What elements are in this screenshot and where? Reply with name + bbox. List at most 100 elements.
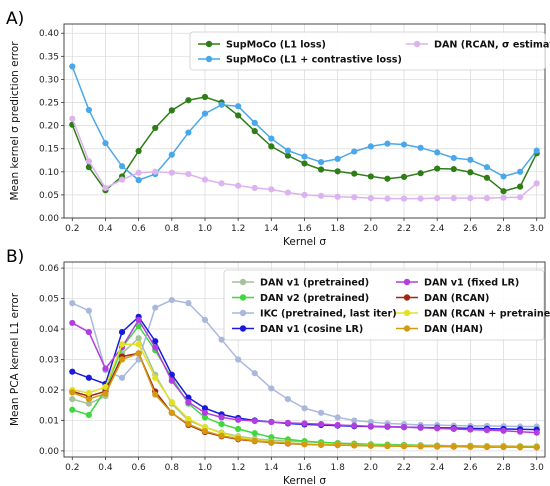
- legend-label: SupMoCo (L1 loss): [226, 40, 326, 51]
- data-point: [235, 112, 242, 119]
- data-point: [251, 184, 258, 192]
- series-2: [69, 115, 540, 202]
- data-point: [118, 328, 126, 336]
- data-point: [517, 183, 524, 190]
- data-point: [135, 350, 142, 357]
- y-tick-label: 0.01: [39, 416, 59, 426]
- legend-label: DAN (HAN): [424, 324, 483, 335]
- data-point: [334, 414, 341, 421]
- data-point: [69, 368, 76, 375]
- data-point: [102, 390, 109, 397]
- data-point: [201, 414, 209, 421]
- x-tick-label: 2.2: [397, 463, 411, 473]
- data-point: [301, 191, 308, 199]
- legend: DAN v1 (pretrained) DAN v2 (pretrained) IK…: [223, 269, 550, 341]
- data-point: [400, 195, 408, 202]
- data-point: [334, 193, 341, 200]
- data-point: [201, 428, 209, 435]
- data-point: [301, 160, 308, 167]
- data-point: [483, 195, 491, 202]
- data-point: [168, 151, 175, 158]
- data-point: [483, 174, 491, 181]
- data-point: [69, 115, 76, 122]
- x-tick-label: 1.4: [264, 463, 279, 473]
- data-point: [284, 396, 292, 403]
- x-tick-label: 2.0: [364, 463, 379, 473]
- data-point: [168, 409, 175, 416]
- data-point: [118, 163, 126, 170]
- data-point: [201, 405, 209, 412]
- data-point: [467, 443, 474, 451]
- data-point: [500, 443, 507, 451]
- data-point: [384, 195, 391, 202]
- legend-swatch-marker: [205, 55, 213, 63]
- data-point: [69, 396, 76, 403]
- data-point: [334, 168, 341, 175]
- data-point: [301, 153, 308, 160]
- data-point: [85, 396, 92, 403]
- data-point: [301, 441, 308, 448]
- data-point: [434, 149, 441, 156]
- x-tick-label: 2.4: [430, 463, 445, 473]
- y-tick-label: 0.40: [39, 29, 59, 39]
- data-point: [268, 439, 275, 446]
- x-tick-label: 1.0: [198, 463, 213, 473]
- data-point: [152, 344, 159, 351]
- data-point: [450, 195, 457, 202]
- data-point: [533, 147, 540, 154]
- x-tick-label: 0.6: [131, 463, 146, 473]
- x-tick-label: 0.2: [65, 224, 79, 234]
- data-point: [467, 156, 474, 163]
- legend-label: DAN v2 (pretrained): [260, 293, 369, 304]
- data-point: [400, 424, 408, 431]
- data-point: [69, 389, 76, 396]
- data-point: [500, 427, 507, 434]
- legend-label: IKC (pretrained, last iter): [260, 309, 397, 320]
- data-point: [483, 443, 491, 451]
- data-point: [152, 124, 159, 132]
- data-point: [251, 128, 258, 135]
- data-point: [417, 144, 424, 151]
- data-point: [434, 443, 441, 450]
- data-point: [317, 420, 325, 428]
- x-tick-label: 0.8: [165, 463, 180, 473]
- data-point: [434, 195, 441, 202]
- data-point: [500, 188, 507, 195]
- series-0: [69, 93, 540, 195]
- y-tick-label: 0.00: [39, 447, 59, 457]
- legend-label: DAN v1 (fixed LR): [424, 278, 519, 289]
- data-point: [268, 135, 275, 142]
- plot-frame: [63, 261, 546, 458]
- data-point: [85, 374, 92, 381]
- data-point: [351, 148, 358, 155]
- x-tick-label: 0.4: [98, 224, 113, 234]
- legend-swatch-marker: [239, 294, 247, 301]
- x-tick-label: 2.8: [496, 463, 511, 473]
- data-point: [201, 409, 209, 416]
- data-point: [450, 443, 457, 450]
- data-point: [235, 182, 242, 189]
- data-point: [185, 129, 192, 136]
- data-point: [517, 428, 524, 435]
- data-point: [152, 374, 159, 381]
- x-tick-label: 1.2: [231, 463, 245, 473]
- data-point: [235, 416, 242, 423]
- data-point: [218, 101, 225, 108]
- data-point: [268, 186, 275, 193]
- data-point: [351, 422, 358, 429]
- data-point: [85, 400, 92, 407]
- data-point: [533, 180, 540, 187]
- data-point: [168, 399, 175, 406]
- data-point: [152, 168, 159, 175]
- data-point: [251, 430, 258, 437]
- x-axis-label: Kernel σ: [283, 236, 326, 248]
- data-point: [533, 444, 540, 451]
- x-tick-label: 1.6: [297, 463, 312, 473]
- legend-swatch-marker: [403, 325, 411, 332]
- data-point: [168, 169, 175, 176]
- data-point: [450, 165, 457, 173]
- data-point: [235, 103, 242, 110]
- data-point: [168, 107, 175, 114]
- data-point: [434, 425, 441, 432]
